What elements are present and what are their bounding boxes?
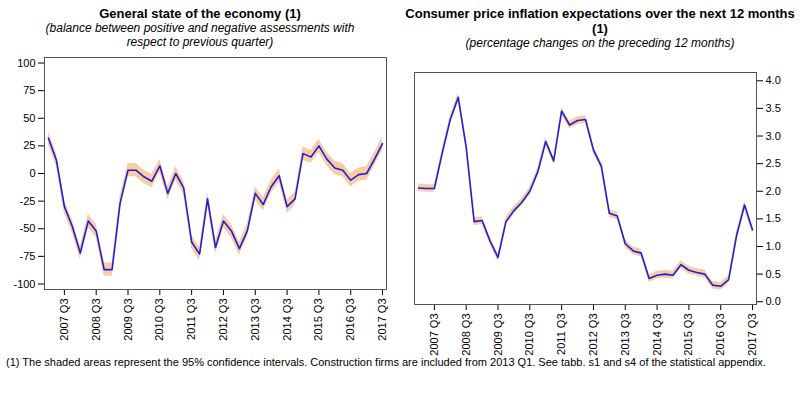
svg-text:2014 Q3: 2014 Q3 xyxy=(281,299,293,341)
svg-text:2013 Q3: 2013 Q3 xyxy=(249,299,261,341)
html-text:(percentage changes on the pre: (percentage changes on the preceding 12 … xyxy=(465,36,735,50)
html-text:(balance between positive and: (balance between positive and negative a… xyxy=(45,21,355,49)
svg-text:2015 Q3: 2015 Q3 xyxy=(312,299,324,341)
svg-text:2010 Q3: 2010 Q3 xyxy=(523,314,535,356)
svg-text:3.0: 3.0 xyxy=(766,130,781,142)
html-text:General state of the economy (: General state of the economy (1) xyxy=(99,6,301,21)
svg-text:-75: -75 xyxy=(20,250,36,262)
svg-text:1.0: 1.0 xyxy=(766,240,781,252)
svg-text:2009 Q3: 2009 Q3 xyxy=(492,314,504,356)
html-text:Consumer price inflation expec: Consumer price inflation expectations ov… xyxy=(405,6,795,36)
svg-text:-50: -50 xyxy=(20,222,36,234)
svg-text:2009 Q3: 2009 Q3 xyxy=(122,299,134,341)
svg-text:2016 Q3: 2016 Q3 xyxy=(344,299,356,341)
svg-text:25: 25 xyxy=(23,139,35,151)
html-text:(1) The shaded areas represent: (1) The shaded areas represent the 95% c… xyxy=(6,356,766,368)
svg-text:2007 Q3: 2007 Q3 xyxy=(428,314,440,356)
svg-text:2011 Q3: 2011 Q3 xyxy=(185,299,197,340)
svg-text:2017 Q3: 2017 Q3 xyxy=(376,299,388,341)
svg-text:1.5: 1.5 xyxy=(766,212,781,224)
svg-text:4.0: 4.0 xyxy=(766,74,781,86)
svg-text:0.5: 0.5 xyxy=(766,268,781,280)
svg-text:2016 Q3: 2016 Q3 xyxy=(714,314,726,356)
svg-text:75: 75 xyxy=(23,84,35,96)
svg-text:0: 0 xyxy=(29,167,35,179)
svg-text:2007 Q3: 2007 Q3 xyxy=(58,299,70,341)
svg-text:-100: -100 xyxy=(13,277,35,289)
svg-text:2012 Q3: 2012 Q3 xyxy=(587,314,599,356)
svg-text:2.5: 2.5 xyxy=(766,157,781,169)
svg-text:2011 Q3: 2011 Q3 xyxy=(555,314,567,355)
svg-text:2014 Q3: 2014 Q3 xyxy=(651,314,663,356)
svg-text:50: 50 xyxy=(23,112,35,124)
svg-text:2008 Q3: 2008 Q3 xyxy=(460,314,472,356)
svg-text:3.5: 3.5 xyxy=(766,102,781,114)
svg-text:2010 Q3: 2010 Q3 xyxy=(153,299,165,341)
svg-text:2017 Q3: 2017 Q3 xyxy=(746,314,758,356)
svg-text:2015 Q3: 2015 Q3 xyxy=(682,314,694,356)
svg-text:100: 100 xyxy=(17,57,35,69)
svg-text:2012 Q3: 2012 Q3 xyxy=(217,299,229,341)
svg-text:2.0: 2.0 xyxy=(766,185,781,197)
svg-text:-25: -25 xyxy=(20,195,36,207)
svg-text:2008 Q3: 2008 Q3 xyxy=(90,299,102,341)
svg-text:2013 Q3: 2013 Q3 xyxy=(619,314,631,356)
svg-text:0.0: 0.0 xyxy=(766,295,781,307)
